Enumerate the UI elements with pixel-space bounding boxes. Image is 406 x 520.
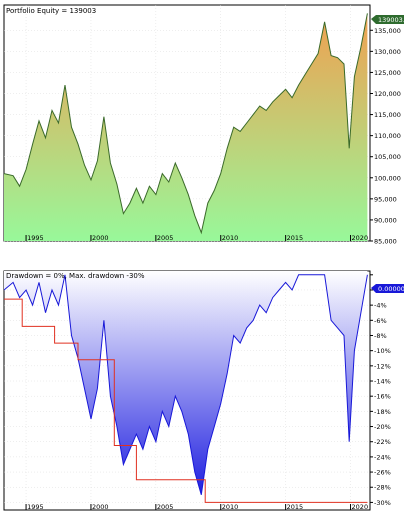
- drawdown-last-value: 0.00000: [378, 285, 405, 293]
- drawdown-y-tick-label: -4%: [374, 302, 387, 310]
- drawdown-x-tick-label: 1995: [27, 503, 44, 511]
- equity-y-tick-label: 135,000: [374, 27, 401, 35]
- equity-line: [4, 13, 368, 235]
- drawdown-y-tick-label: -10%: [374, 347, 391, 355]
- equity-title: Portfolio Equity = 139003: [6, 7, 96, 15]
- equity-x-tick-label: 2000: [92, 234, 109, 242]
- drawdown-y-tick-label: -18%: [374, 408, 391, 416]
- drawdown-x-axis: 1995 2000 2005 2010 2015 2020: [25, 503, 369, 511]
- equity-y-tick-label: 90,000: [374, 216, 397, 224]
- drawdown-y-axis: -2%-4%-6%-8%-10%-12%-14%-16%-18%-20%-22%…: [370, 274, 391, 507]
- drawdown-y-tick-label: -14%: [374, 378, 391, 386]
- drawdown-y-tick-label: -26%: [374, 469, 391, 477]
- equity-y-tick-label: 85,000: [374, 238, 397, 246]
- equity-y-tick-label: 95,000: [374, 195, 397, 203]
- equity-x-tick-label: 1995: [27, 234, 44, 242]
- equity-x-tick-label: 2020: [352, 234, 369, 242]
- drawdown-y-tick-label: -12%: [374, 362, 391, 370]
- drawdown-x-tick-label: 2015: [287, 503, 304, 511]
- equity-panel: 85,000 90,000 95,000 100,000 105,000 110,000 1…: [3, 4, 406, 246]
- equity-last-value-badge: 139003.00: [371, 15, 406, 24]
- equity-last-value: 139003.00: [378, 16, 406, 24]
- equity-y-tick-label: 110,000: [374, 132, 401, 140]
- equity-x-tick-label: 2005: [157, 234, 174, 242]
- drawdown-y-tick-label: -16%: [374, 393, 391, 401]
- drawdown-y-tick-label: -20%: [374, 423, 391, 431]
- drawdown-panel: -2%-4%-6%-8%-10%-12%-14%-16%-18%-20%-22%…: [3, 270, 405, 511]
- equity-area: [4, 13, 368, 241]
- equity-y-tick-label: 105,000: [374, 153, 401, 161]
- drawdown-line: [4, 274, 368, 495]
- equity-y-tick-label: 115,000: [374, 111, 401, 119]
- drawdown-y-tick-label: -8%: [374, 332, 387, 340]
- drawdown-x-tick-label: 2000: [92, 503, 109, 511]
- drawdown-last-value-badge: 0.00000: [371, 284, 405, 293]
- drawdown-area: [4, 271, 368, 495]
- drawdown-y-tick-label: -30%: [374, 499, 391, 507]
- drawdown-x-tick-label: 2020: [352, 503, 369, 511]
- equity-y-axis: 85,000 90,000 95,000 100,000 105,000 110,000 1…: [370, 27, 401, 246]
- drawdown-y-tick-label: -6%: [374, 317, 387, 325]
- drawdown-x-tick-label: 2005: [157, 503, 174, 511]
- equity-y-tick-label: 130,000: [374, 48, 401, 56]
- drawdown-title: Drawdown = 0%, Max. drawdown -30%: [6, 272, 145, 280]
- equity-y-tick-label: 100,000: [374, 174, 401, 182]
- equity-x-tick-label: 2015: [287, 234, 304, 242]
- drawdown-x-tick-label: 2010: [222, 503, 239, 511]
- drawdown-y-tick-label: -22%: [374, 438, 391, 446]
- equity-x-axis: 1995 2000 2005 2010 2015 2020: [25, 234, 369, 242]
- drawdown-y-tick-label: -24%: [374, 453, 391, 461]
- equity-x-tick-label: 2010: [222, 234, 239, 242]
- drawdown-y-tick-label: -28%: [374, 484, 391, 492]
- equity-y-tick-label: 125,000: [374, 69, 401, 77]
- equity-y-tick-label: 120,000: [374, 90, 401, 98]
- max-drawdown-line: [4, 298, 368, 503]
